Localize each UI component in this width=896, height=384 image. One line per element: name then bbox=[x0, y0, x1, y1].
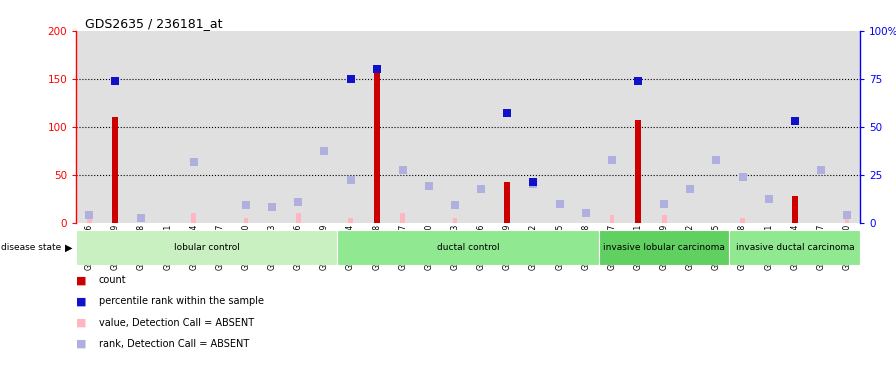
Point bbox=[736, 174, 750, 180]
Text: ■: ■ bbox=[76, 296, 87, 306]
Bar bbox=[782, 31, 808, 223]
Point bbox=[82, 212, 97, 218]
Point bbox=[448, 202, 462, 209]
Point bbox=[579, 210, 593, 216]
Bar bbox=[521, 31, 547, 223]
Text: disease state: disease state bbox=[1, 243, 61, 252]
Bar bbox=[755, 31, 782, 223]
Point bbox=[526, 181, 540, 187]
Bar bbox=[792, 196, 797, 223]
Point bbox=[631, 78, 645, 84]
Point bbox=[500, 110, 514, 116]
Bar bbox=[834, 31, 860, 223]
Point bbox=[657, 200, 671, 207]
Text: ■: ■ bbox=[76, 275, 87, 285]
Point bbox=[369, 66, 383, 72]
Bar bbox=[207, 31, 233, 223]
Point bbox=[526, 179, 540, 185]
Bar bbox=[599, 230, 729, 265]
Bar bbox=[845, 218, 849, 223]
Point bbox=[239, 202, 254, 209]
Text: count: count bbox=[99, 275, 126, 285]
Text: value, Detection Call = ABSENT: value, Detection Call = ABSENT bbox=[99, 318, 254, 328]
Point bbox=[291, 199, 306, 205]
Bar bbox=[469, 31, 495, 223]
Point bbox=[134, 215, 149, 221]
Bar bbox=[113, 117, 118, 223]
Bar bbox=[181, 31, 207, 223]
Point bbox=[108, 78, 123, 84]
Text: ■: ■ bbox=[76, 318, 87, 328]
Bar bbox=[495, 31, 521, 223]
Bar bbox=[729, 230, 860, 265]
Bar bbox=[312, 31, 338, 223]
Bar bbox=[401, 213, 405, 223]
Bar bbox=[609, 215, 615, 223]
Text: percentile rank within the sample: percentile rank within the sample bbox=[99, 296, 263, 306]
Point bbox=[788, 118, 802, 124]
Bar bbox=[442, 31, 469, 223]
Bar bbox=[233, 31, 259, 223]
Point bbox=[265, 204, 280, 210]
Bar bbox=[416, 31, 442, 223]
Point bbox=[186, 159, 201, 166]
Bar bbox=[155, 31, 181, 223]
Point bbox=[814, 167, 828, 173]
Bar bbox=[635, 120, 641, 223]
Text: lobular control: lobular control bbox=[174, 243, 240, 252]
Point bbox=[710, 157, 724, 164]
Text: ductal control: ductal control bbox=[437, 243, 499, 252]
Bar bbox=[808, 31, 834, 223]
Point bbox=[396, 167, 410, 173]
Bar bbox=[625, 31, 651, 223]
Point bbox=[474, 186, 488, 192]
Bar bbox=[259, 31, 285, 223]
Bar bbox=[651, 31, 677, 223]
Text: ▶: ▶ bbox=[65, 243, 73, 253]
Point bbox=[840, 212, 854, 218]
Bar bbox=[504, 182, 510, 223]
Point bbox=[422, 183, 436, 189]
Point bbox=[553, 200, 567, 207]
Bar bbox=[296, 213, 301, 223]
Bar bbox=[76, 31, 102, 223]
Bar bbox=[599, 31, 625, 223]
Point bbox=[317, 148, 332, 154]
Point bbox=[762, 196, 776, 202]
Bar bbox=[573, 31, 599, 223]
Bar bbox=[729, 31, 755, 223]
Bar bbox=[128, 31, 155, 223]
Bar bbox=[192, 213, 196, 223]
Text: invasive lobular carcinoma: invasive lobular carcinoma bbox=[603, 243, 725, 252]
Bar bbox=[677, 31, 703, 223]
Bar bbox=[102, 31, 128, 223]
Bar bbox=[364, 31, 390, 223]
Bar bbox=[662, 215, 667, 223]
Bar bbox=[349, 218, 353, 223]
Bar bbox=[505, 218, 510, 223]
Bar bbox=[547, 31, 573, 223]
Text: GDS2635 / 236181_at: GDS2635 / 236181_at bbox=[85, 17, 222, 30]
Text: ■: ■ bbox=[76, 339, 87, 349]
Bar bbox=[76, 230, 338, 265]
Point bbox=[605, 157, 619, 164]
Point bbox=[683, 186, 697, 192]
Bar bbox=[740, 218, 745, 223]
Point bbox=[343, 177, 358, 183]
Text: invasive ductal carcinoma: invasive ductal carcinoma bbox=[736, 243, 854, 252]
Text: rank, Detection Call = ABSENT: rank, Detection Call = ABSENT bbox=[99, 339, 249, 349]
Bar bbox=[338, 31, 364, 223]
Bar bbox=[285, 31, 312, 223]
Bar bbox=[374, 67, 380, 223]
Bar bbox=[452, 218, 458, 223]
Bar bbox=[87, 215, 91, 223]
Point bbox=[343, 76, 358, 82]
Bar bbox=[703, 31, 729, 223]
Bar bbox=[792, 215, 797, 223]
Bar bbox=[390, 31, 416, 223]
Bar bbox=[244, 218, 248, 223]
Bar bbox=[338, 230, 599, 265]
